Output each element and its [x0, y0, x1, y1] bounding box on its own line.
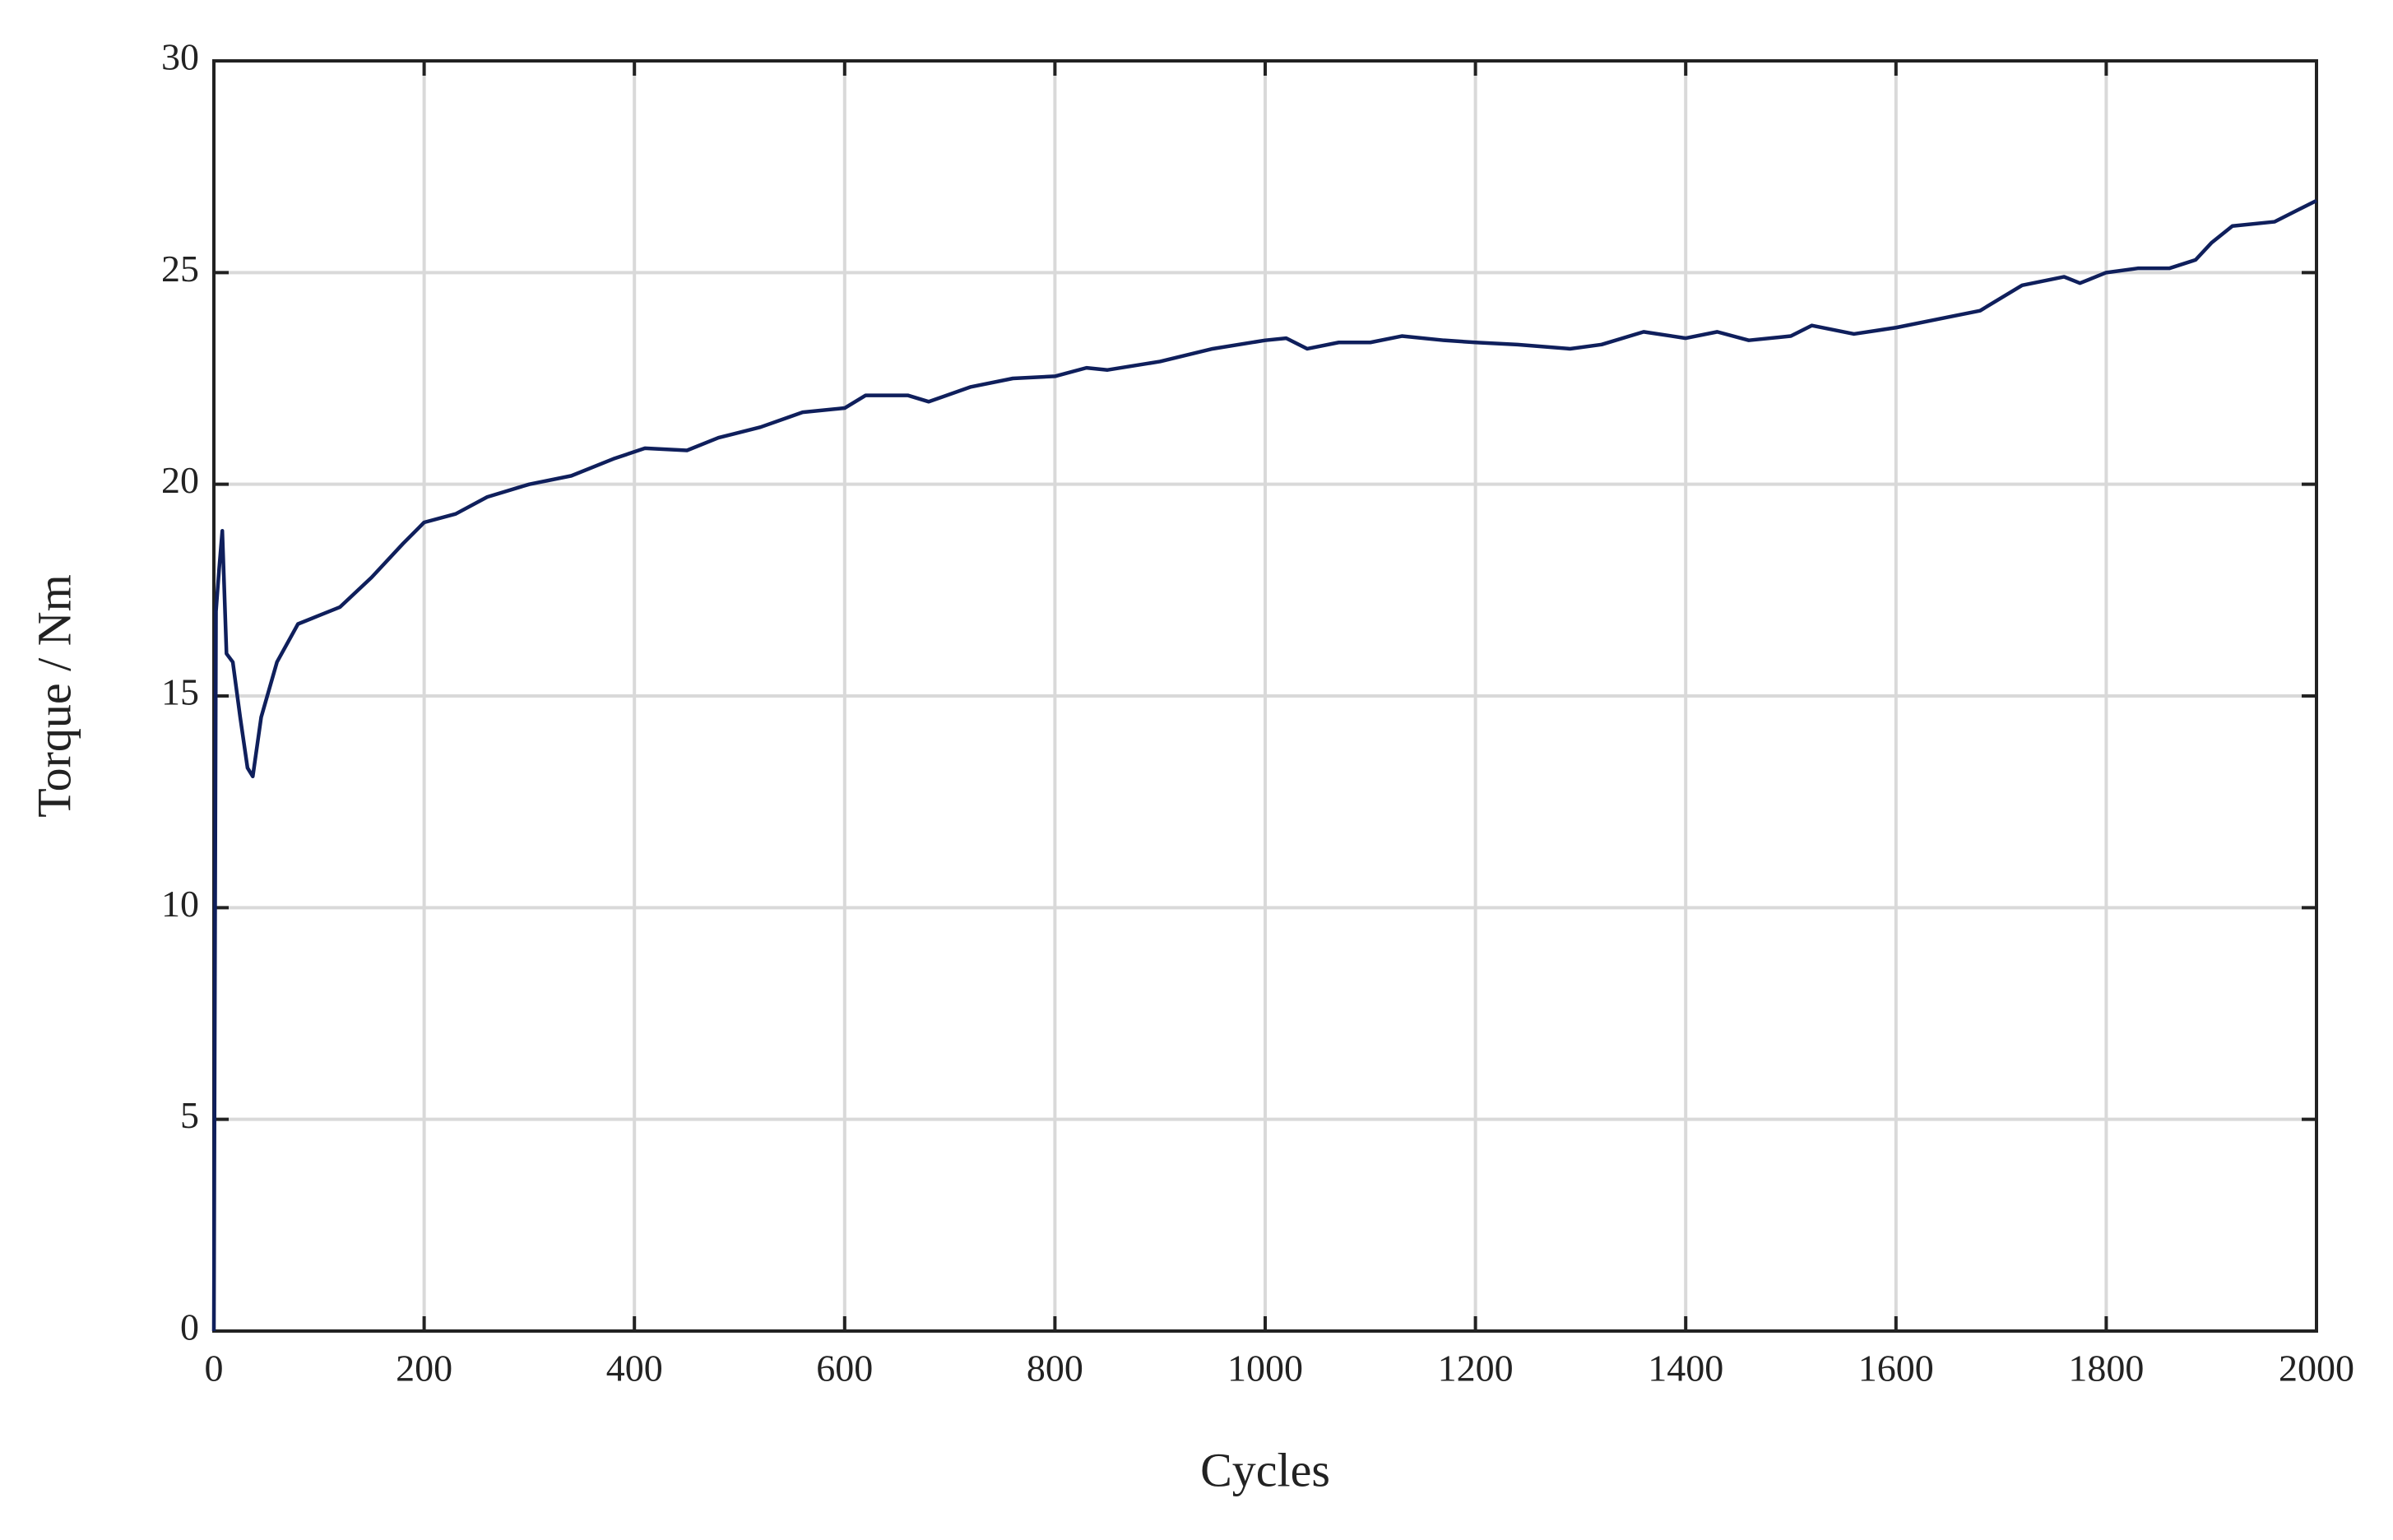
x-tick-label: 200 — [396, 1348, 452, 1389]
y-axis-label: Torque / Nm — [27, 574, 81, 818]
x-axis-label: Cycles — [1200, 1443, 1330, 1496]
data-line — [211, 198, 2318, 1332]
x-tick-label: 1800 — [2068, 1348, 2144, 1389]
x-tick-label: 2000 — [2279, 1348, 2354, 1389]
y-tick-label: 15 — [161, 671, 199, 713]
x-tick-label: 0 — [205, 1348, 224, 1389]
y-tick-label: 20 — [161, 459, 199, 501]
plot-frame — [212, 59, 2318, 1333]
x-tick-label: 800 — [1027, 1348, 1083, 1389]
x-tick-label: 1000 — [1227, 1348, 1303, 1389]
y-tick-label: 5 — [180, 1094, 199, 1136]
x-tick-label: 1200 — [1438, 1348, 1514, 1389]
x-tick-label: 1400 — [1648, 1348, 1723, 1389]
x-tick-label: 600 — [816, 1348, 873, 1389]
y-tick-label: 0 — [180, 1306, 199, 1348]
y-tick-label: 25 — [161, 248, 199, 290]
x-tick-label: 400 — [606, 1348, 663, 1389]
x-tick-label: 1600 — [1858, 1348, 1934, 1389]
y-tick-label: 10 — [161, 883, 199, 925]
y-tick-label: 30 — [161, 36, 199, 78]
